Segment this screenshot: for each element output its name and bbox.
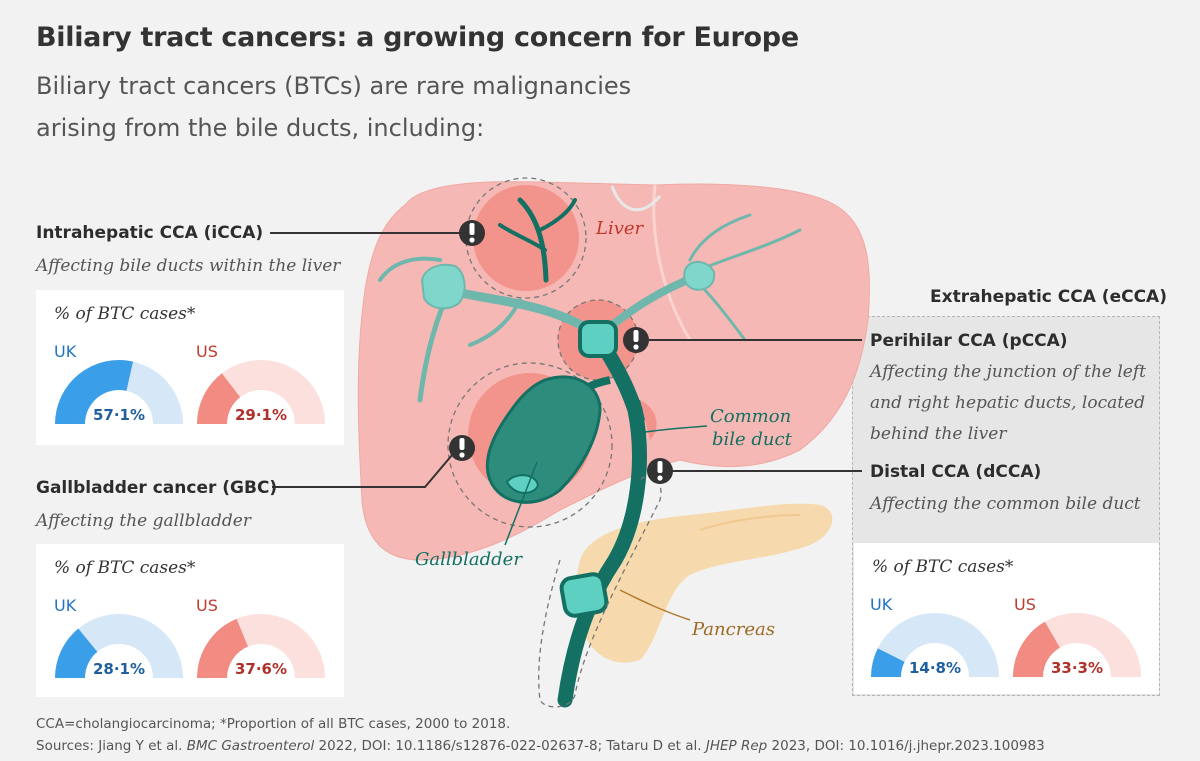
- card-heading: % of BTC cases*: [54, 558, 196, 578]
- uk-value: 14·8%: [909, 659, 961, 677]
- gauge-fill: [871, 648, 905, 677]
- gauge-remainder: [1044, 613, 1141, 677]
- gallbladder-label: Gallbladder: [415, 549, 522, 570]
- us-label: US: [196, 596, 218, 615]
- alert-dcca: [647, 458, 673, 484]
- gbc-title: Gallbladder cancer (GBC): [36, 478, 278, 498]
- pancreas-shape: [576, 503, 833, 663]
- dcca-desc: Affecting the common bile duct: [870, 494, 1141, 514]
- us-gauge: 33·3%: [1013, 613, 1141, 677]
- us-gauge: 29·1%: [197, 360, 325, 424]
- sources-text-e: 2023, DOI: 10.1016/j.jhepr.2023.100983: [767, 738, 1045, 754]
- footnote-sources: Sources: Jiang Y et al. BMC Gastroentero…: [36, 738, 1045, 754]
- gauge-remainder: [236, 614, 325, 678]
- page-title: Biliary tract cancers: a growing concern…: [36, 22, 799, 53]
- pancreas-label: Pancreas: [692, 619, 775, 640]
- icca-desc: Affecting bile ducts within the liver: [36, 256, 341, 276]
- sources-text-c: 2022, DOI: 10.1186/s12876-022-02637-8; T…: [314, 738, 706, 754]
- card-heading: % of BTC cases*: [54, 304, 196, 324]
- subtitle-line-1: Biliary tract cancers (BTCs) are rare ma…: [36, 72, 632, 100]
- gauge-fill: [55, 628, 98, 678]
- sources-journal-2: JHEP Rep: [705, 738, 768, 754]
- us-value: 29·1%: [235, 406, 287, 424]
- uk-label: UK: [54, 596, 77, 615]
- alert-icca: [459, 220, 485, 246]
- us-gauge: 37·6%: [197, 614, 325, 678]
- us-value: 33·3%: [1051, 659, 1103, 677]
- pcca-title: Perihilar CCA (pCCA): [870, 331, 1068, 351]
- gbc-card: % of BTC cases* UK US 28·1% 37·6%: [36, 544, 344, 697]
- us-label: US: [196, 342, 218, 361]
- uk-value: 57·1%: [93, 406, 145, 424]
- gauge-fill: [197, 373, 241, 424]
- common-bile-duct-label-2: bile duct: [712, 429, 792, 450]
- us-value: 37·6%: [235, 660, 287, 678]
- alert-gbc: [449, 435, 475, 461]
- us-label: US: [1014, 595, 1036, 614]
- liver-label: Liver: [596, 218, 644, 239]
- pcca-desc-2: and right hepatic ducts, located: [870, 393, 1146, 413]
- uk-value: 28·1%: [93, 660, 145, 678]
- gauge-fill: [55, 360, 134, 424]
- uk-label: UK: [54, 342, 77, 361]
- sources-journal-1: BMC Gastroenterol: [186, 738, 315, 754]
- icca-title: Intrahepatic CCA (iCCA): [36, 223, 264, 243]
- sources-text-a: Sources: Jiang Y et al.: [36, 738, 187, 754]
- gauge-remainder: [78, 614, 183, 678]
- common-bile-duct-label-1: Common: [710, 406, 792, 427]
- uk-gauge: 57·1%: [55, 360, 183, 424]
- gallbladder-shape: [485, 375, 602, 504]
- pcca-desc-1: Affecting the junction of the left: [870, 362, 1146, 382]
- gbc-desc: Affecting the gallbladder: [36, 511, 251, 531]
- uk-gauge: 28·1%: [55, 614, 183, 678]
- pcca-desc-3: behind the liver: [870, 424, 1007, 444]
- ecca-card: % of BTC cases* UK US 14·8% 33·3%: [854, 543, 1159, 694]
- dcca-title: Distal CCA (dCCA): [870, 462, 1042, 482]
- gauge-remainder: [877, 613, 999, 677]
- subtitle-line-2: arising from the bile ducts, including:: [36, 114, 485, 142]
- hilar-ducts: [498, 197, 577, 283]
- footnote-definition: CCA=cholangiocarcinoma; *Proportion of a…: [36, 716, 511, 732]
- common-bile-duct-path: [557, 332, 647, 708]
- uk-gauge: 14·8%: [871, 613, 999, 677]
- ecca-heading: Extrahepatic CCA (eCCA): [930, 287, 1167, 307]
- gauge-remainder: [221, 360, 325, 424]
- gauge-fill: [197, 618, 249, 678]
- gauge-fill: [1013, 621, 1060, 677]
- gauge-remainder: [126, 361, 183, 424]
- card-heading: % of BTC cases*: [872, 557, 1014, 577]
- uk-label: UK: [870, 595, 893, 614]
- icca-card: % of BTC cases* UK US 57·1% 29·1%: [36, 290, 344, 445]
- alert-pcca: [623, 327, 649, 353]
- connector-lines: [270, 232, 862, 488]
